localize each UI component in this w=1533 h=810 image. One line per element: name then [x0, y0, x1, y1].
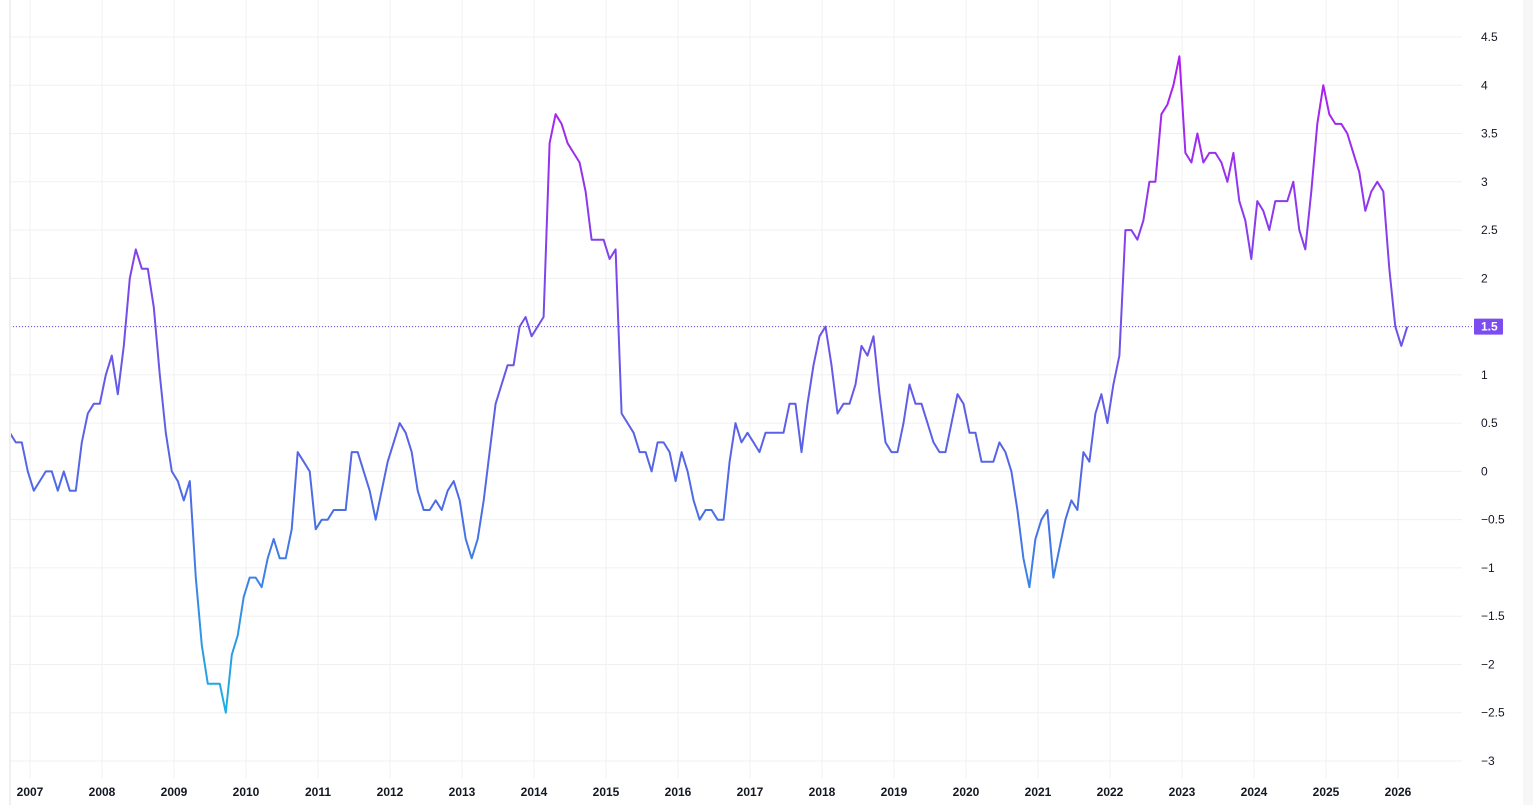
- x-tick-label: 2010: [233, 785, 260, 799]
- x-tick-label: 2025: [1313, 785, 1340, 799]
- y-tick-label: 1: [1481, 368, 1488, 382]
- x-tick-label: 2019: [881, 785, 908, 799]
- x-axis-time-scale[interactable]: 2007 2008 2009 2010 2011 2012 2013 2014 2015 2016…: [17, 785, 1412, 799]
- x-tick-label: 2026: [1385, 785, 1412, 799]
- x-tick-label: 2023: [1169, 785, 1196, 799]
- x-tick-label: 2024: [1241, 785, 1268, 799]
- x-tick-label: 2015: [593, 785, 620, 799]
- y-tick-label: −0.5: [1481, 513, 1505, 527]
- x-tick-label: 2013: [449, 785, 476, 799]
- data-line-series: [8, 55, 1409, 714]
- y-tick-label: 2.5: [1481, 223, 1498, 237]
- last-value-text: 1.5: [1481, 320, 1498, 334]
- x-tick-label: 2008: [89, 785, 116, 799]
- x-tick-label: 2017: [737, 785, 764, 799]
- y-tick-label: 2: [1481, 271, 1488, 285]
- y-tick-label: −1.5: [1481, 609, 1505, 623]
- x-tick-label: 2011: [305, 785, 331, 799]
- x-tick-label: 2014: [521, 785, 548, 799]
- y-tick-label: 3.5: [1481, 127, 1498, 141]
- y-tick-label: −2: [1481, 657, 1495, 671]
- left-border: [9, 0, 11, 805]
- x-tick-label: 2012: [377, 785, 404, 799]
- x-tick-label: 2022: [1097, 785, 1124, 799]
- right-scrollbar-edge: [1523, 0, 1533, 805]
- x-tick-label: 2021: [1025, 785, 1052, 799]
- last-value-badge: 1.5: [1474, 318, 1503, 335]
- horizontal-gridlines: [10, 36, 1462, 762]
- x-tick-label: 2018: [809, 785, 836, 799]
- y-tick-label: −2.5: [1481, 706, 1505, 720]
- x-tick-label: 2016: [665, 785, 692, 799]
- y-axis-price-scale[interactable]: 4.5 4 3.5 3 2.5 2 1 0.5 0 −0.5 −1 −1.5 −2 −2.5 −3: [1481, 30, 1505, 768]
- y-tick-label: 0: [1481, 464, 1488, 478]
- x-tick-label: 2009: [161, 785, 188, 799]
- y-tick-label: −1: [1481, 561, 1495, 575]
- x-tick-label: 2007: [17, 785, 44, 799]
- x-tick-label: 2020: [953, 785, 980, 799]
- y-tick-label: 4.5: [1481, 30, 1498, 44]
- y-tick-label: 4: [1481, 78, 1488, 92]
- vertical-gridlines: [29, 0, 1399, 778]
- y-tick-label: 0.5: [1481, 416, 1498, 430]
- y-tick-label: −3: [1481, 754, 1495, 768]
- y-tick-label: 3: [1481, 175, 1488, 189]
